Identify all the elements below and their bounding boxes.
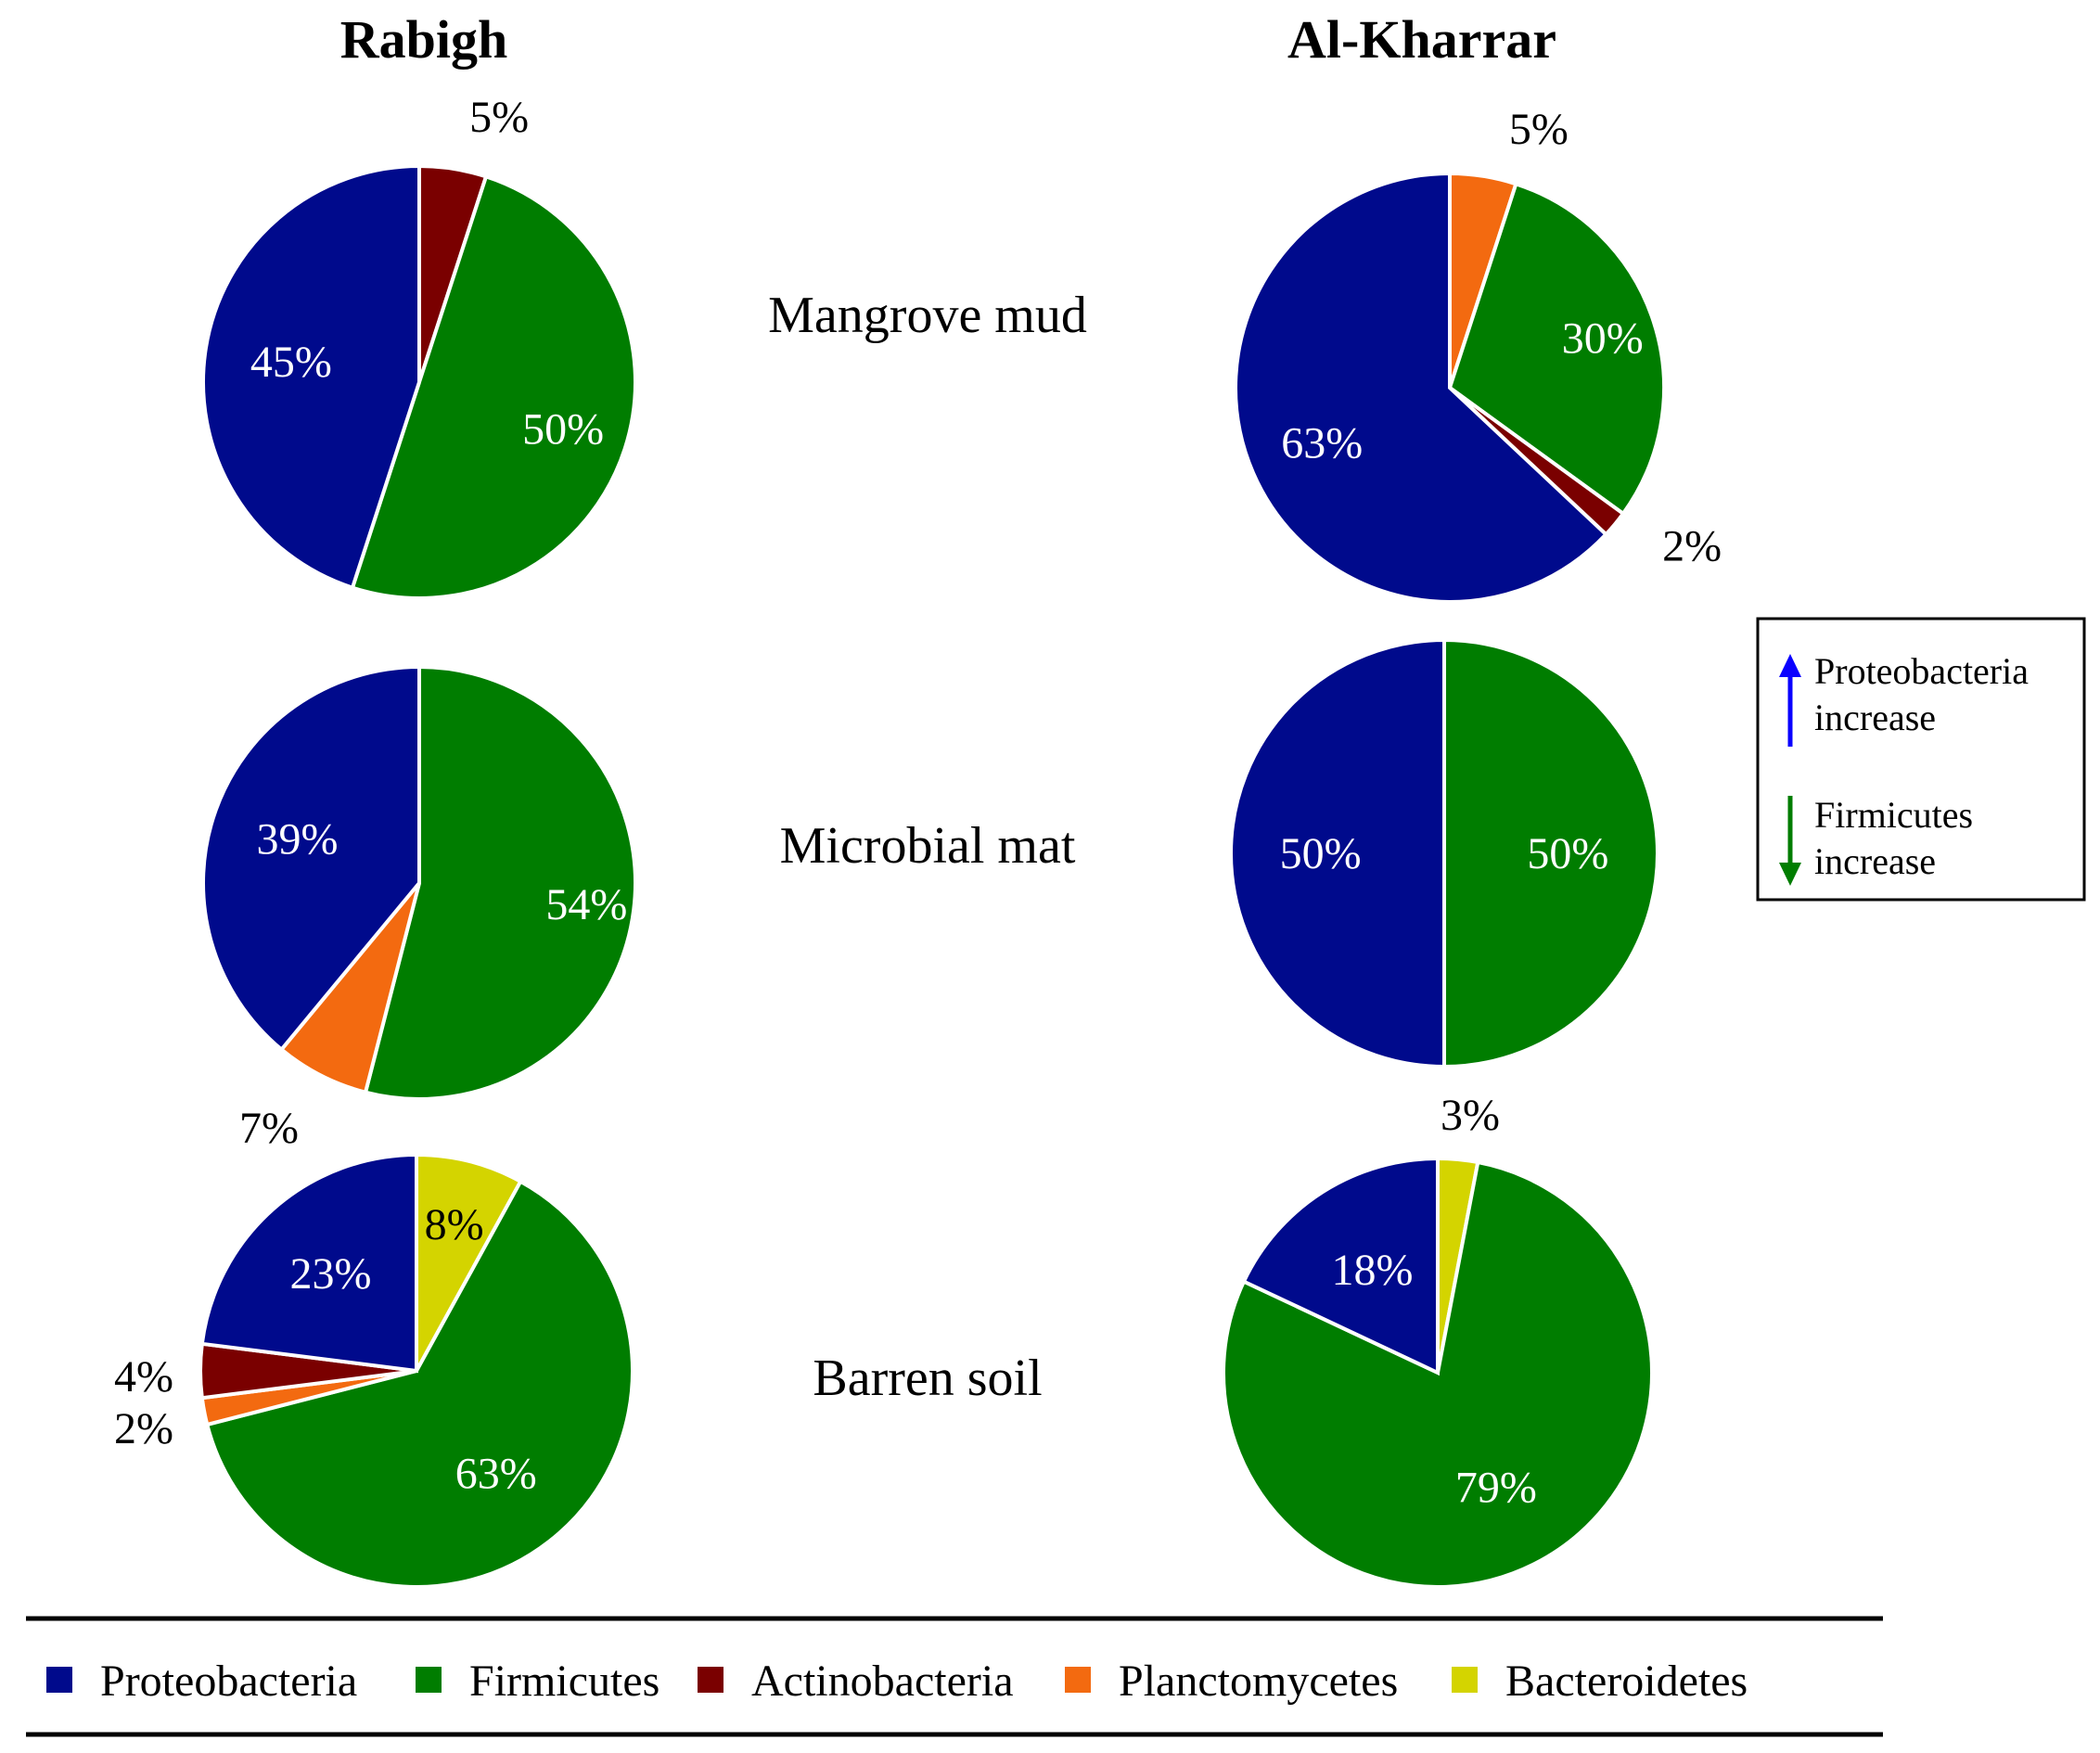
down-arrow-icon [1779, 863, 1801, 886]
pie-slice-firmicutes [350, 173, 637, 600]
slice-label-planctomycetes: 2% [114, 1404, 173, 1453]
row-label-mangrove-mud: Mangrove mud [768, 287, 1087, 344]
legend-swatch-planctomycetes [1065, 1667, 1091, 1693]
slice-label-proteobacteria: 18% [1331, 1246, 1413, 1295]
pie-slice-firmicutes [363, 664, 637, 1101]
pie-slice-proteobacteria [199, 1152, 418, 1374]
pie-slice-bacteroidetes [415, 1152, 523, 1372]
pie-slice-proteobacteria [1233, 171, 1609, 604]
up-arrow-icon [1779, 654, 1801, 677]
note-up-line2: increase [1814, 697, 1936, 738]
row-label-barren-soil: Barren soil [813, 1350, 1042, 1407]
site-title-rabigh: Rabigh [340, 9, 508, 70]
legend-label-planctomycetes: Planctomycetes [1119, 1657, 1398, 1706]
slice-label-bacteroidetes: 8% [425, 1200, 484, 1249]
pie-slice-firmicutes [1447, 181, 1666, 517]
pie-rabigh-mangrove-mud: 5% 50% 45% [201, 93, 637, 600]
legend-swatch-bacteroidetes [1452, 1667, 1478, 1693]
slice-label-proteobacteria: 45% [250, 338, 332, 387]
slice-label-proteobacteria: 63% [1281, 419, 1363, 468]
slice-label-bacteroidetes: 3% [1441, 1091, 1500, 1140]
pie-charts-group: 5%50%45%5%30%2%63%54%7%39% 50%50%8%63%2%4… [114, 93, 1722, 1589]
pie-slice-proteobacteria [1229, 637, 1446, 1069]
slice-label-firmicutes: 79% [1455, 1463, 1537, 1512]
slice-label-firmicutes: 50% [522, 404, 604, 454]
slice-label-proteobacteria: 39% [256, 815, 338, 864]
slice-label-firmicutes: 54% [545, 880, 627, 929]
pie-slice-firmicutes [204, 1179, 634, 1589]
slice-label-proteobacteria: 23% [290, 1249, 372, 1299]
pie-rabigh-barren-soil: 8% 63% 2%4% 23% [114, 1152, 634, 1589]
legend-swatch-actinobacteria [698, 1667, 723, 1693]
row-label-microbial-mat: Microbial mat [780, 817, 1076, 875]
slice-label-firmicutes: 30% [1562, 313, 1644, 363]
slice-label-firmicutes: 63% [455, 1449, 537, 1498]
pie-slice-proteobacteria [201, 163, 421, 591]
note-down-line1: Firmicutes [1814, 794, 1973, 836]
pie-slice-proteobacteria [201, 664, 421, 1053]
legend-label-firmicutes: Firmicutes [469, 1657, 659, 1706]
slice-label-firmicutes: 50% [1527, 829, 1608, 878]
note-down-line2: increase [1814, 840, 1936, 882]
pie-al-kharrar-microbial-mat: 50% 50% [1229, 637, 1659, 1069]
legend: Proteobacteria Firmicutes Actinobacteria Pl… [46, 1657, 1748, 1706]
pie-al-kharrar-barren-soil: 3% 79% 18% [1222, 1091, 1654, 1589]
legend-label-bacteroidetes: Bacteroidetes [1505, 1657, 1748, 1706]
slice-label-proteobacteria: 50% [1280, 829, 1362, 878]
trend-note: Proteobacteria increase Firmicutes incre… [1756, 617, 2086, 902]
note-up-line1: Proteobacteria [1814, 650, 2029, 692]
slice-label-planctomycetes: 5% [1509, 105, 1569, 154]
slice-label-planctomycetes: 7% [239, 1104, 299, 1153]
pie-al-kharrar-mangrove-mud: 5% 30% 2% 63% [1233, 105, 1722, 604]
legend-swatch-proteobacteria [46, 1667, 72, 1693]
trend-note-box [1756, 617, 2086, 902]
slice-label-actinobacteria: 2% [1662, 521, 1722, 570]
slice-label-actinobacteria: 4% [114, 1352, 173, 1401]
legend-swatch-firmicutes [416, 1667, 442, 1693]
site-title-al-kharrar: Al-Kharrar [1287, 9, 1556, 70]
pie-rabigh-microbial-mat: 54% 7% 39% [201, 664, 637, 1153]
pie-slice-firmicutes [1442, 637, 1659, 1069]
legend-label-proteobacteria: Proteobacteria [100, 1657, 357, 1706]
slice-label-actinobacteria: 5% [469, 93, 529, 142]
pie-slice-proteobacteria [1241, 1156, 1440, 1376]
legend-label-actinobacteria: Actinobacteria [751, 1657, 1014, 1706]
